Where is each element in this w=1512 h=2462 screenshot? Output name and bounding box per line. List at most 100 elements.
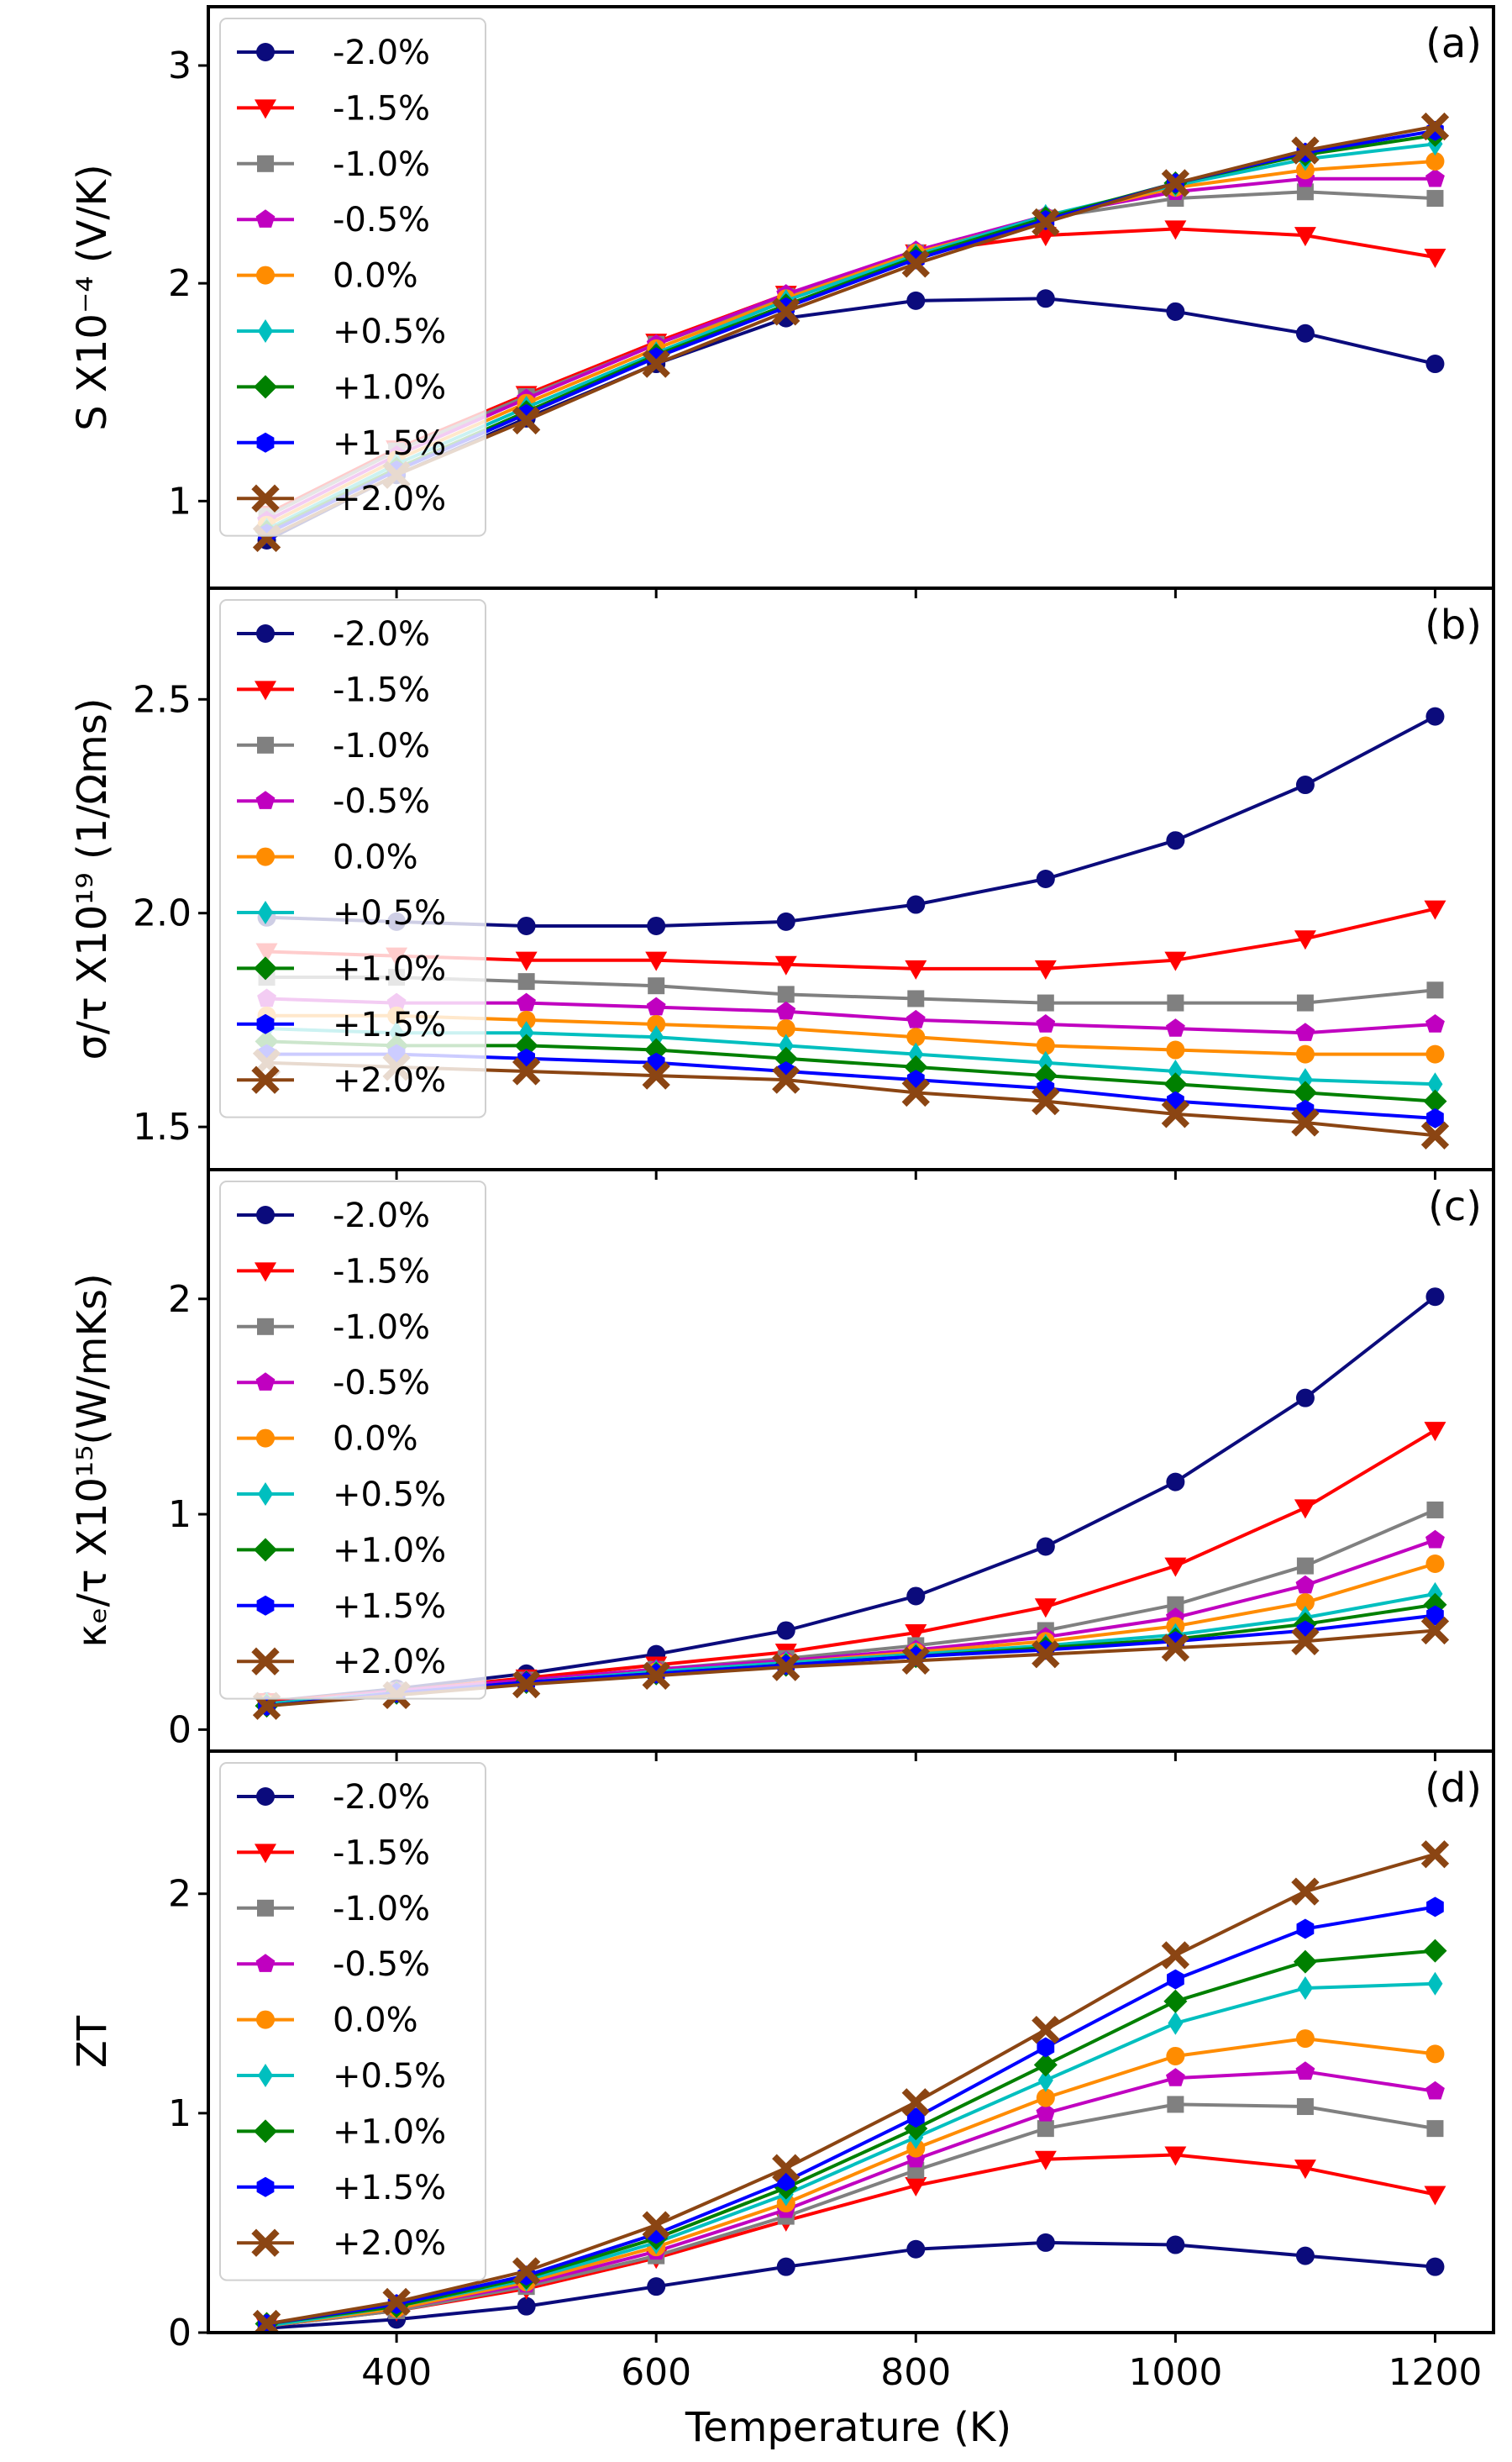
data-point bbox=[646, 997, 666, 1016]
data-point bbox=[1426, 190, 1444, 208]
legend-label: -1.5% bbox=[333, 89, 430, 128]
data-point bbox=[1425, 1555, 1445, 1574]
data-point bbox=[1036, 289, 1055, 308]
y-tick-label: 2 bbox=[168, 1873, 192, 1916]
legend-box bbox=[219, 599, 486, 1118]
y-tick-label: 2 bbox=[168, 262, 192, 305]
data-point bbox=[517, 973, 535, 991]
data-point bbox=[1423, 1089, 1447, 1113]
data-point bbox=[1293, 1949, 1317, 1974]
x-tick-label: 400 bbox=[361, 2351, 432, 2394]
legend-marker bbox=[257, 1899, 274, 1917]
data-point bbox=[1032, 1640, 1060, 1669]
legend-entry: -1.5% bbox=[237, 671, 430, 709]
legend-marker bbox=[255, 681, 276, 701]
data-point bbox=[901, 2088, 930, 2117]
data-point bbox=[1294, 930, 1316, 950]
data-point bbox=[905, 1624, 927, 1644]
legend-entry: +2.0% bbox=[237, 2224, 446, 2263]
data-point bbox=[647, 2277, 666, 2296]
legend-label: +0.5% bbox=[333, 894, 446, 933]
legend-label: -1.0% bbox=[333, 727, 430, 765]
data-point bbox=[1164, 951, 1187, 971]
data-point bbox=[774, 1046, 798, 1071]
x-tick-label: 600 bbox=[621, 2351, 691, 2394]
data-point bbox=[1032, 208, 1060, 237]
axes-frame bbox=[207, 1749, 1495, 2334]
data-point bbox=[1166, 1472, 1185, 1491]
data-point bbox=[517, 2296, 536, 2316]
data-point bbox=[1426, 2120, 1444, 2138]
data-point bbox=[1427, 1971, 1443, 1996]
data-point bbox=[1291, 1108, 1320, 1137]
data-point bbox=[1294, 1499, 1316, 1519]
data-point bbox=[1167, 1969, 1184, 1990]
legend: -2.0% -1.5% -1.0% -0.5% 0.0% +0.5% +1.0% +1.5% +… bbox=[219, 18, 486, 537]
data-point bbox=[1425, 1287, 1445, 1307]
data-point bbox=[1164, 220, 1187, 240]
legend-label: +2.0% bbox=[333, 480, 446, 518]
y-tick-label: 0 bbox=[168, 1708, 192, 1751]
y-tick-label: 2.0 bbox=[133, 892, 192, 935]
data-point bbox=[1425, 1529, 1445, 1549]
data-point bbox=[1425, 1014, 1445, 1033]
data-point bbox=[1425, 1044, 1445, 1064]
legend-entry: -0.5% bbox=[237, 782, 430, 821]
data-point bbox=[1295, 776, 1315, 795]
legend-entry: -1.0% bbox=[237, 1308, 430, 1347]
data-point bbox=[1164, 2146, 1187, 2166]
data-point bbox=[1167, 1596, 1184, 1613]
data-point bbox=[1426, 1501, 1444, 1518]
data-point bbox=[1427, 1072, 1443, 1097]
legend-label: -2.0% bbox=[333, 1778, 430, 1817]
data-point bbox=[906, 1028, 926, 1047]
legend: -2.0% -1.5% -1.0% -0.5% 0.0% +0.5% +1.0% +1.5% +… bbox=[219, 599, 486, 1118]
legend-entry: +0.5% bbox=[237, 894, 446, 933]
panel-b: 1.52.02.5(b)σ/τ X10¹⁹ (1/Ωms)-2.0%-1.5%-… bbox=[69, 587, 1495, 1180]
data-point bbox=[517, 1010, 536, 1029]
legend-label: 0.0% bbox=[333, 1420, 418, 1459]
legend-marker bbox=[256, 624, 275, 643]
data-point bbox=[1295, 1023, 1315, 1041]
data-point bbox=[1166, 302, 1185, 321]
legend-entry: -2.0% bbox=[237, 1778, 430, 1817]
legend-entry: -0.5% bbox=[237, 201, 430, 239]
legend-entry: 0.0% bbox=[237, 1420, 418, 1459]
legend-marker bbox=[251, 1065, 280, 1094]
legend-marker bbox=[255, 209, 276, 228]
legend-label: 0.0% bbox=[333, 257, 418, 296]
data-point bbox=[512, 406, 541, 435]
data-point bbox=[772, 297, 801, 326]
data-point bbox=[776, 912, 795, 931]
data-point bbox=[1424, 1422, 1446, 1442]
legend-marker bbox=[258, 2064, 273, 2087]
legend-label: -0.5% bbox=[333, 1364, 430, 1402]
legend-marker bbox=[257, 736, 274, 754]
data-point bbox=[512, 1057, 541, 1086]
data-point bbox=[1167, 2096, 1184, 2113]
y-axis-label: ZT bbox=[69, 2015, 116, 2068]
legend-box bbox=[219, 18, 486, 537]
panel-label: (d) bbox=[1425, 1765, 1482, 1812]
legend-entry: +2.0% bbox=[237, 1061, 446, 1100]
legend-label: -2.0% bbox=[333, 1197, 430, 1235]
x-tick-label: 1200 bbox=[1388, 2351, 1482, 2394]
data-point bbox=[1036, 2102, 1056, 2122]
data-point bbox=[1037, 994, 1054, 1012]
y-tick-label: 2 bbox=[168, 1278, 192, 1321]
legend-entry: +1.0% bbox=[237, 950, 446, 988]
data-point bbox=[1163, 1072, 1188, 1097]
legend-entry: +1.5% bbox=[237, 424, 446, 463]
data-point bbox=[1426, 1605, 1444, 1626]
panel-label: (b) bbox=[1425, 602, 1482, 649]
legend-entry: -1.0% bbox=[237, 1890, 430, 1928]
series-line bbox=[266, 2240, 1436, 2330]
data-point bbox=[1296, 1557, 1314, 1575]
legend-entry: +0.5% bbox=[237, 1476, 446, 1514]
data-point bbox=[382, 2287, 411, 2317]
legend-entry: -2.0% bbox=[237, 1197, 430, 1235]
series-line bbox=[266, 1852, 1436, 2326]
y-axis-label: S X10⁻⁴ (V/K) bbox=[69, 164, 116, 430]
data-point bbox=[1426, 1107, 1444, 1128]
